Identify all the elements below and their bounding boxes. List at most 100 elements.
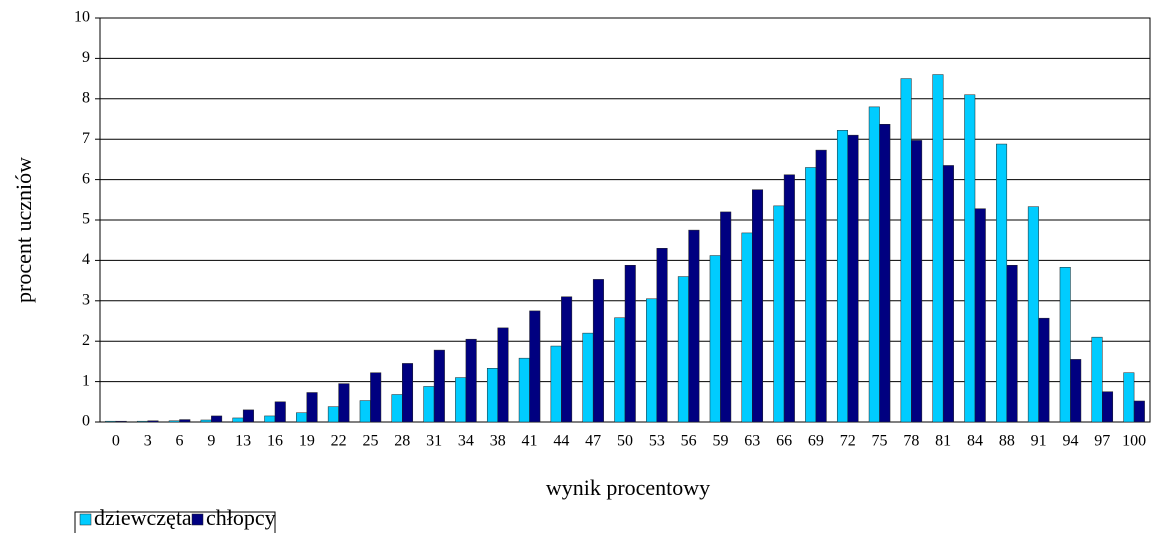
y-tick-label: 10 (74, 9, 90, 26)
x-tick-label: 91 (1031, 433, 1047, 450)
bar (773, 205, 785, 423)
bar (836, 130, 848, 423)
x-tick-label: 3 (144, 433, 152, 450)
y-tick-label: 4 (82, 251, 90, 268)
bar (592, 279, 604, 423)
bar (974, 208, 986, 423)
bar (296, 412, 308, 423)
bar (306, 392, 318, 423)
bar (741, 232, 753, 423)
x-tick-label: 94 (1062, 433, 1078, 450)
x-tick-label: 44 (553, 433, 569, 450)
bar (614, 317, 626, 423)
bar (805, 167, 817, 423)
bar (656, 248, 668, 423)
x-axis-label: wynik procentowy (546, 475, 710, 500)
x-tick-label: 0 (112, 433, 120, 450)
bar (115, 420, 127, 423)
bar (964, 94, 976, 423)
x-tick-label: 75 (872, 433, 888, 450)
bar (582, 332, 594, 423)
y-tick-label: 9 (82, 49, 90, 66)
x-tick-label: 63 (744, 433, 760, 450)
bar (274, 401, 286, 423)
bar (433, 349, 445, 423)
bar (720, 211, 732, 423)
x-tick-label: 88 (999, 433, 1015, 450)
bar (264, 415, 276, 423)
y-tick-label: 1 (82, 372, 90, 389)
x-tick-label: 84 (967, 433, 983, 450)
bar (996, 143, 1008, 423)
x-tick-label: 69 (808, 433, 824, 450)
bar (1070, 359, 1082, 423)
x-tick-label: 78 (903, 433, 919, 450)
bar (847, 134, 859, 423)
bar (911, 140, 923, 423)
bar (370, 372, 382, 423)
bar (1133, 400, 1145, 423)
x-tick-label: 97 (1094, 433, 1110, 450)
y-tick-label: 8 (82, 89, 90, 106)
x-tick-label: 28 (394, 433, 410, 450)
bar (677, 276, 689, 423)
bar (497, 327, 509, 423)
y-tick-label: 6 (82, 170, 90, 187)
bar (147, 420, 159, 423)
legend-swatch (79, 513, 92, 526)
bar (1059, 267, 1071, 423)
x-tick-label: 53 (649, 433, 665, 450)
bar (200, 419, 212, 423)
x-tick-label: 25 (362, 433, 378, 450)
bar (486, 368, 498, 423)
bar (359, 400, 371, 423)
bar (688, 229, 700, 423)
x-tick-label: 66 (776, 433, 792, 450)
bar (1006, 264, 1018, 423)
bar (529, 310, 541, 423)
bar (783, 174, 795, 423)
bar (105, 420, 117, 423)
x-tick-label: 31 (426, 433, 442, 450)
bar (624, 264, 636, 423)
bar (179, 419, 191, 423)
legend-swatch (191, 513, 204, 526)
bar (168, 420, 180, 423)
x-tick-label: 34 (458, 433, 474, 450)
bar (136, 420, 148, 423)
bar (455, 377, 467, 423)
bar (550, 345, 562, 423)
y-tick-label: 3 (82, 291, 90, 308)
x-tick-label: 19 (299, 433, 315, 450)
bar (465, 338, 477, 423)
x-tick-label: 100 (1122, 433, 1146, 450)
y-tick-label: 5 (82, 211, 90, 228)
bar (815, 149, 827, 423)
bar (646, 298, 658, 423)
bar (327, 406, 339, 423)
bar (561, 296, 573, 423)
x-tick-label: 56 (681, 433, 697, 450)
bar (1027, 206, 1039, 423)
bar (1123, 372, 1135, 423)
bar (868, 106, 880, 423)
x-tick-label: 22 (331, 433, 347, 450)
x-tick-label: 16 (267, 433, 283, 450)
x-tick-label: 9 (207, 433, 215, 450)
y-tick-label: 0 (82, 413, 90, 430)
x-tick-label: 13 (235, 433, 251, 450)
bar (211, 415, 223, 423)
x-tick-label: 47 (585, 433, 601, 450)
y-tick-label: 2 (82, 332, 90, 349)
bar (752, 189, 764, 423)
legend-label: chłopcy (206, 505, 276, 530)
x-tick-label: 41 (522, 433, 538, 450)
x-tick-label: 6 (176, 433, 184, 450)
bar (1102, 391, 1114, 423)
legend (74, 511, 276, 533)
bar (423, 386, 435, 423)
bar (1038, 317, 1050, 423)
y-axis-label: procent uczniów (11, 157, 36, 303)
x-tick-label: 50 (617, 433, 633, 450)
